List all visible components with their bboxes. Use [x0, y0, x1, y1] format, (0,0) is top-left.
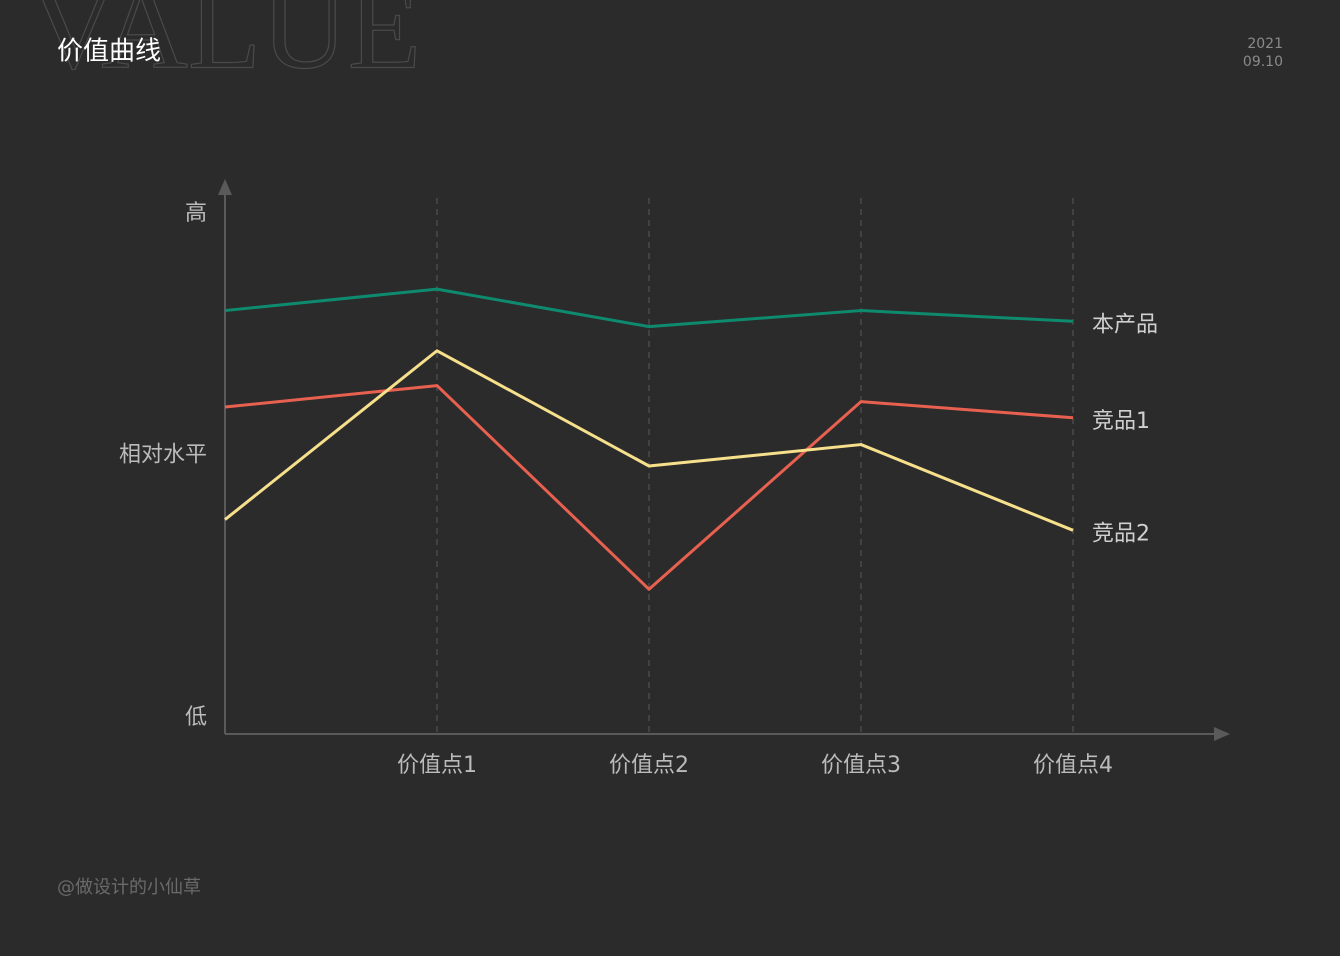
page-title: 价值曲线: [57, 37, 161, 67]
series-label: 竞品2: [1092, 521, 1150, 546]
date-day: 09.10: [1243, 54, 1283, 70]
series-label: 竞品1: [1092, 409, 1150, 434]
watermark: VALUE: [30, 0, 421, 94]
date-year: 2021: [1247, 36, 1283, 52]
series-line: [224, 349, 1074, 532]
x-tick-label: 价值点2: [609, 753, 689, 778]
y-tick-label: 高: [185, 201, 207, 226]
x-tick-label: 价值点4: [1033, 753, 1113, 778]
x-axis-arrow: [1214, 727, 1230, 741]
x-tick-label: 价值点3: [821, 753, 901, 778]
series-line: [224, 287, 1074, 329]
series-label: 本产品: [1092, 312, 1158, 337]
y-tick-label: 相对水平: [119, 442, 207, 467]
y-tick-label: 低: [185, 705, 207, 730]
y-axis-arrow: [218, 179, 232, 195]
series-line: [224, 384, 1074, 591]
footer-credit: @做设计的小仙草: [57, 877, 201, 898]
x-tick-label: 价值点1: [397, 753, 477, 778]
